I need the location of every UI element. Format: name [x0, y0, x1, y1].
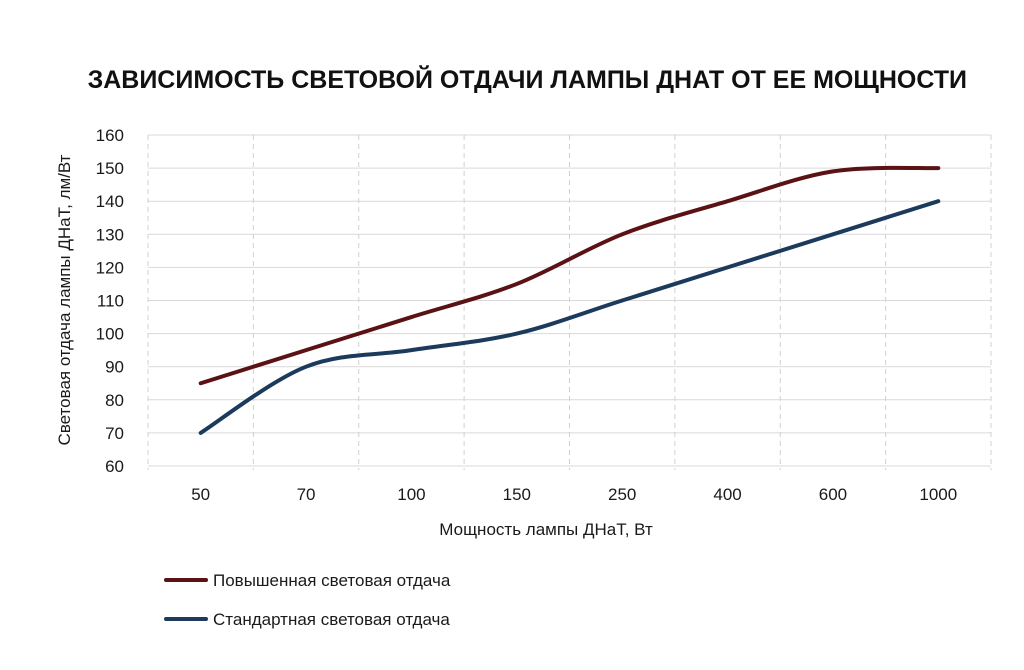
x-tick-label: 600 [819, 485, 847, 504]
x-tick-label: 1000 [919, 485, 957, 504]
y-tick-label: 60 [105, 457, 124, 476]
legend: Повышенная световая отдача Стандартная св… [164, 571, 451, 629]
y-tick-label: 110 [97, 292, 124, 311]
y-axis-label: Световая отдача лампы ДНаТ, лм/Вт [55, 154, 74, 445]
x-tick-label: 70 [297, 485, 316, 504]
x-axis-label: Мощность лампы ДНаТ, Вт [439, 520, 653, 539]
y-tick-label: 100 [96, 325, 124, 344]
series-line-2 [198, 199, 941, 435]
y-tick-label: 70 [105, 424, 124, 443]
y-tick-label: 130 [96, 225, 124, 244]
legend-label: Повышенная световая отдача [213, 571, 451, 590]
x-tick-label: 400 [713, 485, 741, 504]
x-tick-label: 50 [191, 485, 210, 504]
y-axis-ticks: 60 70 80 90 100 110 120 130 140 150 160 [96, 126, 124, 476]
legend-label: Стандартная световая отдача [213, 610, 450, 629]
series-line-1 [198, 165, 941, 386]
y-tick-label: 160 [96, 126, 124, 145]
y-tick-label: 80 [105, 391, 124, 410]
y-tick-label: 150 [96, 159, 124, 178]
x-tick-label: 100 [397, 485, 425, 504]
grid [147, 134, 992, 470]
x-tick-label: 150 [503, 485, 531, 504]
x-axis-ticks: 50 70 100 150 250 400 600 1000 [191, 485, 957, 504]
chart-title: ЗАВИСИМОСТЬ СВЕТОВОЙ ОТДАЧИ ЛАМПЫ ДНАТ О… [88, 64, 967, 94]
y-tick-label: 90 [105, 358, 124, 377]
y-tick-label: 140 [96, 192, 124, 211]
x-tick-label: 250 [608, 485, 636, 504]
y-tick-label: 120 [96, 258, 124, 277]
series-lines [198, 165, 941, 435]
